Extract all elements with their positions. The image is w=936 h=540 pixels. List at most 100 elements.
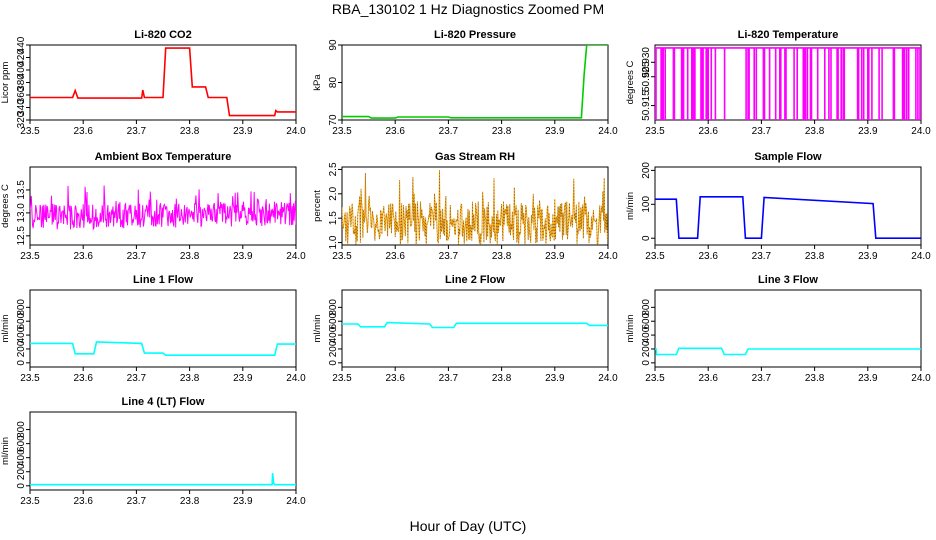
- series-overlay-line: [342, 170, 608, 245]
- y-tick-label: 200: [641, 162, 652, 179]
- x-tick-label: 24.0: [911, 126, 931, 137]
- panel-title: Line 4 (LT) Flow: [122, 396, 205, 408]
- y-tick-label: 1.0: [328, 235, 339, 249]
- x-tick-label: 24.0: [286, 126, 306, 137]
- x-tick-label: 23.9: [545, 251, 565, 262]
- x-tick-label: 23.8: [805, 373, 825, 384]
- y-tick-label: 800: [16, 421, 27, 438]
- y-tick-label: 12.5: [16, 226, 27, 246]
- y-tick-label: 80: [328, 77, 339, 89]
- y-tick-label: 50.925: [641, 61, 652, 92]
- panel-5: Gas Stream RH 23.5 23.6 23.7 23.8 23.9 24.0 1.0…: [312, 151, 618, 262]
- y-tick-label: 13.5: [16, 180, 27, 200]
- x-tick-label: 24.0: [286, 373, 306, 384]
- x-tick-label: 23.7: [752, 373, 772, 384]
- y-tick-label: 13.0: [16, 203, 27, 223]
- y-tick-label: 800: [328, 299, 339, 316]
- plot-frame: [29, 44, 297, 121]
- series-line: [342, 45, 608, 119]
- plot-frame: [29, 289, 297, 368]
- y-tick-label: 1.5: [328, 211, 339, 225]
- panel-title: Line 2 Flow: [445, 274, 505, 286]
- x-tick-label: 23.7: [439, 373, 459, 384]
- y-tick-label: 320: [16, 111, 27, 128]
- x-tick-label: 23.5: [20, 496, 40, 507]
- y-axis-label: kPa: [312, 74, 323, 91]
- x-tick-label: 23.6: [73, 126, 93, 137]
- x-tick-label: 23.6: [385, 373, 405, 384]
- y-tick-label: 0: [16, 360, 27, 366]
- x-tick-label: 24.0: [598, 373, 618, 384]
- x-tick-label: 23.6: [385, 126, 405, 137]
- y-axis-label: ml/min: [312, 315, 323, 343]
- x-tick-label: 23.8: [805, 126, 825, 137]
- x-tick-label: 23.8: [492, 251, 512, 262]
- series-line: [655, 196, 921, 239]
- y-tick-label: 90: [328, 39, 339, 51]
- y-tick-label: 200: [16, 340, 27, 357]
- x-tick-label: 23.7: [127, 496, 147, 507]
- figure-x-axis-label: Hour of Day (UTC): [410, 518, 527, 534]
- series-line: [655, 347, 921, 356]
- y-axis-label: ml/min: [625, 315, 636, 343]
- y-axis-label: percent: [312, 190, 323, 222]
- panel-8: Line 2 Flow 23.5 23.6 23.7 23.8 23.9 24.0 0 2004…: [312, 274, 618, 384]
- panels: Li-820 CO2 23.5 23.6 23.7 23.8 23.9 24.0 320340…: [0, 29, 931, 507]
- x-tick-label: 23.7: [127, 251, 147, 262]
- panel-1: Li-820 CO2 23.5 23.6 23.7 23.8 23.9 24.0 320340…: [0, 29, 306, 137]
- y-tick-label: 400: [16, 326, 27, 343]
- y-axis-label: ml/min: [625, 192, 636, 220]
- x-tick-label: 23.6: [698, 251, 718, 262]
- x-tick-label: 23.6: [385, 251, 405, 262]
- x-tick-label: 23.9: [858, 373, 878, 384]
- x-tick-label: 23.9: [233, 373, 253, 384]
- panel-title: Ambient Box Temperature: [95, 151, 232, 163]
- x-tick-label: 23.7: [439, 126, 459, 137]
- x-tick-label: 23.9: [545, 373, 565, 384]
- x-tick-label: 24.0: [598, 126, 618, 137]
- y-tick-label: 0: [641, 360, 652, 366]
- panel-title: Sample Flow: [754, 151, 822, 163]
- y-tick-label: 360: [16, 86, 27, 103]
- y-tick-label: 70: [328, 114, 339, 126]
- x-tick-label: 23.6: [73, 496, 93, 507]
- x-tick-label: 23.5: [332, 373, 352, 384]
- panel-title: Line 3 Flow: [758, 274, 818, 286]
- panel-10: Line 4 (LT) Flow 23.5 23.6 23.7 23.8 23.9 24.0…: [0, 396, 306, 507]
- y-axis-label: degrees C: [0, 184, 11, 228]
- y-tick-label: 2.0: [328, 186, 339, 200]
- y-tick-label: 800: [16, 299, 27, 316]
- x-tick-label: 23.7: [752, 126, 772, 137]
- x-tick-label: 23.5: [20, 373, 40, 384]
- figure-title: RBA_130102 1 Hz Diagnostics Zoomed PM: [332, 1, 604, 17]
- x-tick-label: 23.8: [492, 373, 512, 384]
- x-tick-label: 23.7: [439, 251, 459, 262]
- x-tick-label: 23.7: [752, 251, 772, 262]
- y-tick-label: 50.930: [641, 47, 652, 78]
- y-tick-label: 200: [328, 340, 339, 357]
- y-tick-label: 400: [16, 449, 27, 466]
- x-tick-label: 24.0: [286, 496, 306, 507]
- x-tick-label: 23.6: [698, 126, 718, 137]
- series-line: [655, 47, 921, 120]
- panel-2: Li-820 Pressure 23.5 23.6 23.7 23.8 23.9 24.0 7…: [312, 29, 618, 137]
- x-tick-label: 23.9: [233, 496, 253, 507]
- series-line: [342, 170, 608, 245]
- x-tick-label: 24.0: [286, 251, 306, 262]
- y-axis-label: ml/min: [0, 437, 11, 465]
- x-tick-label: 23.5: [332, 251, 352, 262]
- y-tick-label: 0: [328, 360, 339, 366]
- panel-3: Li-820 Temperature 23.5 23.6 23.7 23.8 23.9 24…: [625, 29, 931, 137]
- panel-title: Gas Stream RH: [435, 151, 515, 163]
- x-tick-label: 23.7: [127, 126, 147, 137]
- y-axis-label: Licor ppm: [0, 62, 11, 104]
- y-tick-label: 400: [641, 326, 652, 343]
- x-tick-label: 23.9: [858, 251, 878, 262]
- plot-frame: [654, 289, 922, 368]
- x-tick-label: 23.6: [73, 251, 93, 262]
- x-tick-label: 23.5: [645, 373, 665, 384]
- y-tick-label: 600: [16, 435, 27, 452]
- x-tick-label: 23.6: [698, 373, 718, 384]
- series-line: [30, 341, 296, 356]
